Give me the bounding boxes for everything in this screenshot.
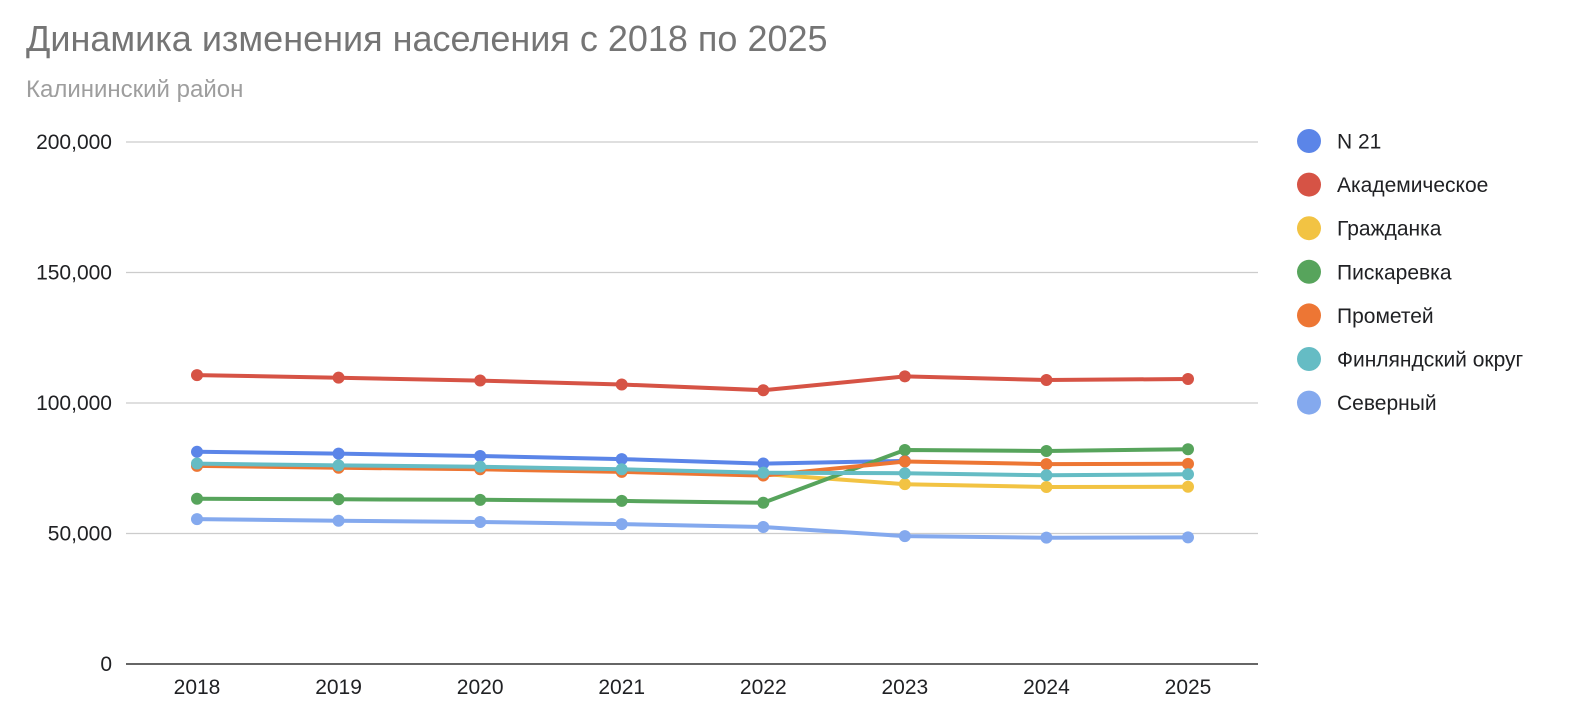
legend-item: Финляндский округ xyxy=(1297,347,1524,372)
data-point xyxy=(898,443,911,456)
data-point xyxy=(757,457,770,470)
legend-label: Гражданка xyxy=(1337,218,1442,241)
x-tick-label: 2022 xyxy=(740,676,787,699)
data-point xyxy=(757,520,770,533)
data-point xyxy=(191,369,203,382)
y-tick-label: 100,000 xyxy=(36,392,112,415)
data-point xyxy=(1040,445,1053,458)
data-point xyxy=(474,493,487,506)
data-point xyxy=(1182,468,1194,481)
legend-item: N 21 xyxy=(1297,129,1381,154)
data-point xyxy=(1040,531,1053,544)
x-axis-ticks: 2018 2019 2020 2021 2022 2023 2024 2025 xyxy=(174,676,1212,699)
legend-label: Пискаревка xyxy=(1337,261,1452,284)
y-tick-label: 200,000 xyxy=(36,131,112,154)
data-point xyxy=(898,455,911,468)
grid-layer xyxy=(126,141,1258,665)
data-point xyxy=(474,374,487,387)
legend-label: Северный xyxy=(1337,392,1437,415)
data-point xyxy=(757,496,770,509)
data-point xyxy=(332,447,345,460)
data-point xyxy=(757,384,770,397)
data-point xyxy=(898,370,911,383)
legend-label: Финляндский округ xyxy=(1337,349,1524,372)
data-point xyxy=(191,445,203,458)
legend-item: Академическое xyxy=(1297,172,1488,197)
data-point xyxy=(1040,458,1053,471)
x-tick-label: 2023 xyxy=(881,676,928,699)
series-layer xyxy=(191,369,1194,544)
data-point xyxy=(332,371,345,384)
data-point xyxy=(1040,374,1053,387)
legend-item: Гражданка xyxy=(1297,216,1442,241)
y-tick-label: 150,000 xyxy=(36,262,112,285)
data-point xyxy=(757,466,770,479)
data-point xyxy=(332,493,345,506)
series-line xyxy=(195,461,1190,478)
series-line xyxy=(761,472,1190,489)
y-axis-ticks: 0 50,000 100,000 150,000 200,000 xyxy=(36,131,112,676)
legend-item: Прометей xyxy=(1297,303,1434,328)
data-point xyxy=(191,492,203,505)
legend-item: Северный xyxy=(1297,390,1437,415)
series-line xyxy=(195,459,1190,478)
legend-label: N 21 xyxy=(1337,131,1381,154)
data-point xyxy=(332,514,345,527)
y-tick-label: 0 xyxy=(100,653,112,676)
legend-swatch xyxy=(1297,390,1321,415)
series-line xyxy=(195,373,1190,393)
x-tick-label: 2024 xyxy=(1023,676,1070,699)
data-point xyxy=(1182,457,1194,470)
x-tick-label: 2020 xyxy=(457,676,504,699)
chart-title: Динамика изменения населения с 2018 по 2… xyxy=(26,18,828,59)
data-point xyxy=(1182,531,1194,544)
data-point xyxy=(1040,469,1053,482)
series-3 xyxy=(191,443,1194,509)
legend-label: Прометей xyxy=(1337,305,1434,328)
legend-swatch xyxy=(1297,259,1321,284)
x-tick-label: 2018 xyxy=(174,676,221,699)
data-point xyxy=(1182,443,1194,456)
data-point xyxy=(1040,481,1053,494)
series-line xyxy=(195,447,1190,505)
legend-swatch xyxy=(1297,129,1321,153)
data-point xyxy=(615,378,628,391)
series-line xyxy=(195,517,1190,540)
legend-swatch xyxy=(1297,216,1321,241)
data-point xyxy=(615,463,628,476)
series-line xyxy=(195,449,907,466)
series-5 xyxy=(191,457,1194,482)
data-point xyxy=(615,494,628,507)
data-point xyxy=(615,518,628,531)
data-point xyxy=(332,459,345,472)
x-tick-label: 2019 xyxy=(315,676,362,699)
data-point xyxy=(474,516,487,529)
y-tick-label: 50,000 xyxy=(48,523,112,546)
data-point xyxy=(898,467,911,480)
data-point xyxy=(898,478,911,491)
data-point xyxy=(191,457,203,470)
legend-swatch xyxy=(1297,172,1321,197)
x-tick-label: 2021 xyxy=(598,676,645,699)
legend-swatch xyxy=(1297,347,1321,371)
data-point xyxy=(615,453,628,466)
data-point xyxy=(474,449,487,462)
chart-subtitle: Калининский район xyxy=(26,76,244,103)
data-point xyxy=(1182,372,1194,385)
series-1 xyxy=(191,369,1194,397)
legend: N 21 Академическое Гражданка Пискаревка Пром… xyxy=(1297,129,1524,415)
data-point xyxy=(898,530,911,543)
legend-label: Академическое xyxy=(1337,174,1488,197)
data-point xyxy=(1182,480,1194,493)
x-tick-label: 2025 xyxy=(1165,676,1212,699)
data-point xyxy=(474,460,487,473)
legend-item: Пискаревка xyxy=(1297,259,1452,284)
series-6 xyxy=(191,513,1194,544)
data-point xyxy=(191,513,203,526)
legend-swatch xyxy=(1297,303,1321,328)
